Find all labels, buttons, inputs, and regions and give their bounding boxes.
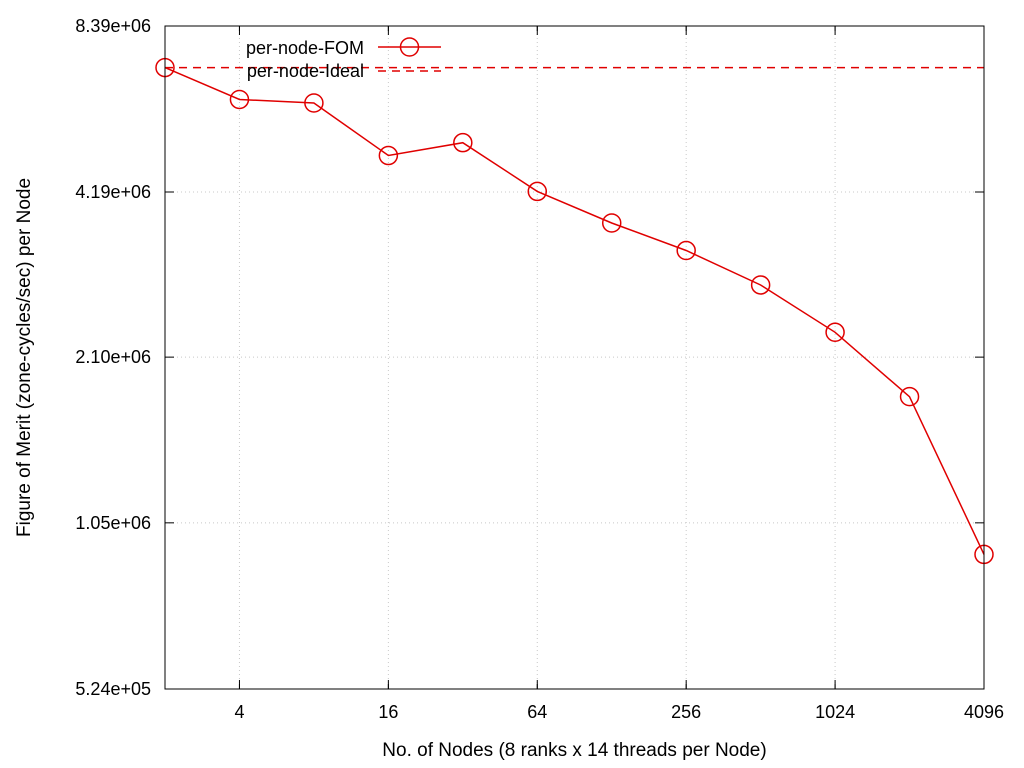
x-tick-label: 4096 — [964, 702, 1004, 722]
x-tick-label: 1024 — [815, 702, 855, 722]
x-tick-labels: 4 16 64 256 1024 4096 — [234, 702, 1004, 722]
legend-label-ideal: per-node-Ideal — [247, 61, 364, 81]
y-tick-label: 1.05e+06 — [75, 513, 151, 533]
y-tick-label: 4.19e+06 — [75, 182, 151, 202]
fom-point — [378, 145, 399, 166]
fom-point — [825, 322, 845, 343]
legend: per-node-FOM per-node-Ideal — [246, 37, 441, 81]
x-tick-label: 4 — [234, 702, 244, 722]
legend-label-fom: per-node-FOM — [246, 38, 364, 58]
x-tick-label: 256 — [671, 702, 701, 722]
legend-marker-fom — [399, 37, 420, 57]
x-axis-label: No. of Nodes (8 ranks x 14 threads per N… — [382, 740, 766, 761]
fom-point — [676, 240, 696, 261]
fom-point — [304, 93, 324, 113]
fom-series — [155, 57, 994, 565]
y-tick-label: 5.24e+05 — [75, 679, 151, 699]
fom-point — [527, 181, 548, 202]
x-tick-label: 16 — [378, 702, 398, 722]
y-tick-label: 2.10e+06 — [75, 347, 151, 367]
grid-lines — [165, 25, 985, 690]
y-tick-label: 8.39e+06 — [75, 16, 151, 36]
fom-point — [453, 132, 473, 153]
fom-point — [601, 213, 622, 233]
fom-point — [899, 386, 920, 407]
fom-point — [229, 89, 250, 110]
y-axis-label: Figure of Merit (zone-cycles/sec) per No… — [14, 178, 35, 537]
y-tick-labels: 5.24e+05 1.05e+06 2.10e+06 4.19e+06 8.39e+06 — [75, 16, 151, 699]
fom-point — [750, 275, 771, 295]
x-tick-label: 64 — [527, 702, 547, 722]
axis-ticks — [165, 25, 985, 690]
fom-line — [164, 66, 985, 555]
